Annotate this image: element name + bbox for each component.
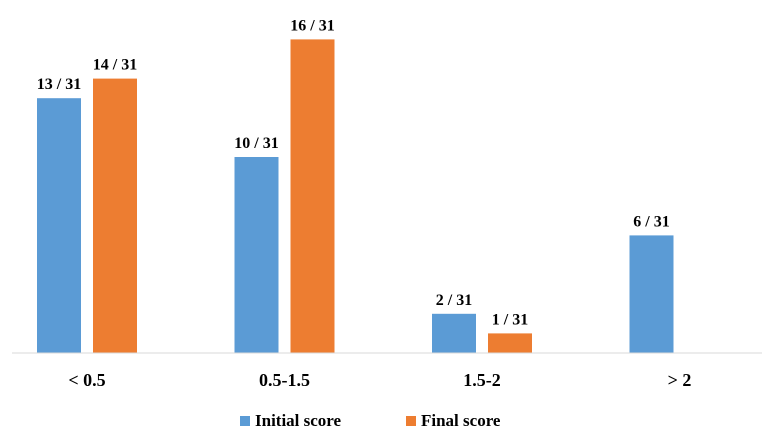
category-label-1: 0.5-1.5 [259,370,310,390]
data-label-initial-2: 2 / 31 [436,292,472,309]
data-label-final-1: 16 / 31 [290,17,334,34]
category-label-3: > 2 [668,370,692,390]
legend-swatch-final [406,416,416,426]
data-label-initial-0: 13 / 31 [37,76,81,93]
category-label-2: 1.5-2 [463,370,501,390]
bar-initial-1 [234,157,279,353]
legend: Initial score Final score [240,411,501,430]
data-label-initial-3: 6 / 31 [633,213,669,230]
legend-label-initial: Initial score [255,411,342,430]
data-labels-group: 13 / 31 14 / 31 10 / 31 16 / 31 2 / 31 1 / 31… [37,17,670,328]
bar-final-2 [488,333,532,353]
data-label-initial-1: 10 / 31 [234,135,278,152]
bar-initial-3 [629,235,674,353]
bar-final-1 [290,39,335,354]
bar-initial-2 [432,313,476,353]
data-label-final-2: 1 / 31 [492,311,528,328]
legend-label-final: Final score [421,411,501,430]
category-labels-group: < 0.5 0.5-1.5 1.5-2 > 2 [68,370,691,390]
bar-initial-0 [37,98,81,353]
data-label-final-0: 14 / 31 [93,57,137,74]
category-label-0: < 0.5 [68,370,105,390]
bars-group [37,39,674,354]
bar-final-0 [93,78,137,353]
legend-swatch-initial [240,416,250,426]
